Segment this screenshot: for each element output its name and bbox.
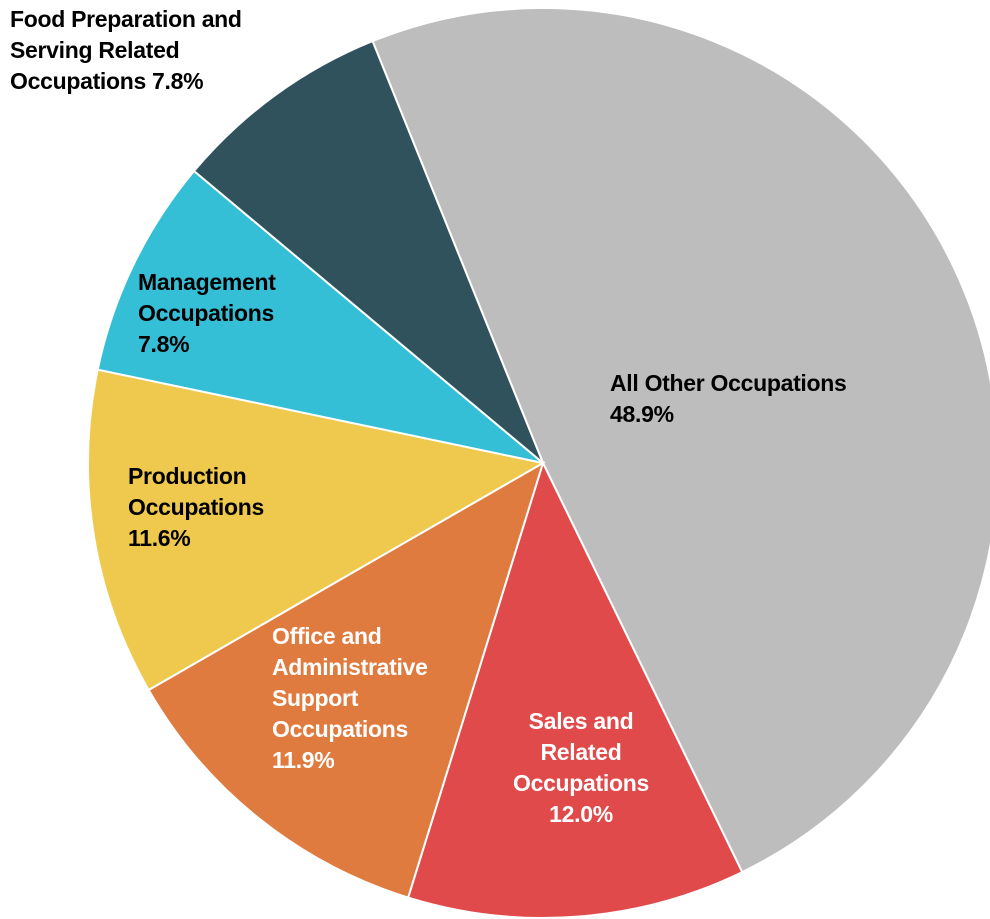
pie-slice <box>371 7 990 874</box>
pie-slice <box>192 39 544 464</box>
slice-label: Production Occupations 11.6% <box>128 461 298 554</box>
category-label: Production Occupations <box>128 463 265 520</box>
slice-label: Sales and Related Occupations 12.0% <box>500 706 662 830</box>
pie-slice <box>147 460 545 899</box>
value-label: 11.6% <box>128 525 191 551</box>
category-label: Management Occupations <box>138 269 276 326</box>
slice-label: Office and Administrative Support Occupa… <box>272 621 464 776</box>
value-label: 7.8% <box>138 331 190 357</box>
slice-label: Management Occupations 7.8% <box>138 267 318 360</box>
value-label: 7.8% <box>152 68 204 94</box>
value-label: 11.9% <box>272 747 335 773</box>
category-label: All Other Occupations <box>610 370 847 396</box>
category-label: Food Preparation and Serving Related Occ… <box>10 6 242 94</box>
category-label: Sales and Related Occupations <box>512 708 649 796</box>
value-label: 12.0% <box>549 801 613 827</box>
value-label: 48.9% <box>610 401 674 427</box>
slice-label: All Other Occupations 48.9% <box>610 368 930 430</box>
category-label: Office and Administrative Support Occupa… <box>272 623 428 742</box>
pie-slice <box>96 169 544 464</box>
slice-label: Food Preparation and Serving Related Occ… <box>10 4 310 97</box>
pie-slice <box>406 460 744 919</box>
pie-slice <box>87 368 546 692</box>
